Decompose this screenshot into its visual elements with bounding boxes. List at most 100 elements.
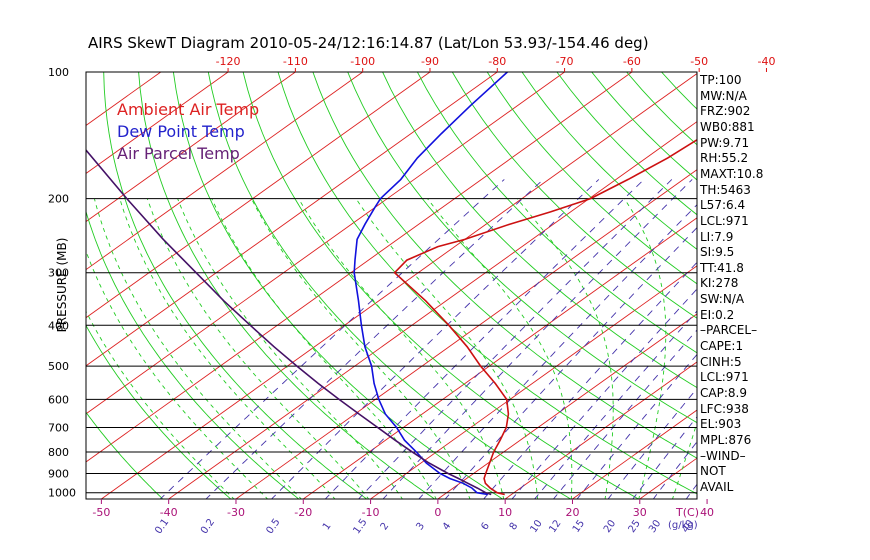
top-temp-tick-label: -80 [488, 55, 506, 68]
mixing-ratio-line [382, 179, 693, 499]
isotherm-line [571, 409, 697, 499]
mixing-ratio-line [324, 179, 645, 499]
pressure-tick-label: 400 [48, 319, 69, 332]
dewpoint-curve [353, 72, 508, 496]
top-temp-tick-label: -90 [421, 55, 439, 68]
isotherm-line [504, 361, 697, 499]
bottom-temp-tick-label: -10 [362, 506, 380, 519]
moist-adiabat-line [86, 250, 269, 499]
stability-index-item: LCL:971 [700, 213, 749, 228]
isotherm-line [86, 72, 633, 463]
isotherm-line [235, 169, 697, 499]
isotherm-line [773, 72, 870, 500]
dry-adiabat-line [86, 210, 300, 499]
stability-index-item: MW:N/A [700, 88, 747, 103]
mixing-ratio-label: 0.5 [264, 517, 282, 536]
mixing-ratio-label: 2 [379, 521, 392, 533]
pressure-tick-label: 1000 [48, 487, 76, 500]
isotherm-line [86, 72, 565, 415]
stability-index-item: EI:0.2 [700, 307, 735, 322]
mixing-ratio-label: 1.5 [351, 517, 369, 536]
stability-index-item: TT:41.8 [700, 260, 744, 275]
mixing-ratio-label: 0.1 [153, 517, 171, 536]
dry-adiabat-line [242, 72, 640, 499]
top-temp-tick-label: -120 [216, 55, 241, 68]
dry-adiabat-line [138, 72, 436, 499]
chart-title: AIRS SkewT Diagram 2010-05-24/12:16:14.8… [88, 34, 649, 52]
stability-index-item: MAXT:10.8 [700, 166, 764, 181]
mixing-ratio-line [358, 179, 673, 499]
ambient-temp-curve [393, 138, 697, 496]
isotherm-line [100, 73, 697, 499]
pressure-tick-label: 600 [48, 393, 69, 406]
stability-index-item: –WIND– [700, 448, 746, 463]
stability-index-item: CINH:5 [700, 354, 742, 369]
moist-adiabat-line [146, 198, 370, 499]
dry-adiabat-line [86, 411, 164, 499]
mixing-ratio-label: 25 [627, 518, 643, 535]
moist-adiabat-line [251, 198, 471, 499]
isotherm-line [302, 217, 697, 499]
bottom-temp-tick-label: 0 [434, 506, 441, 519]
pressure-tick-label: 800 [48, 446, 69, 459]
stability-index-item: EL:903 [700, 417, 742, 432]
pressure-tick-label: 200 [48, 193, 69, 206]
dry-adiabat-line [731, 72, 870, 500]
dry-adiabat-line [417, 72, 697, 354]
bottom-temp-unit-label: T(C) [675, 506, 699, 519]
stability-index-item: TP:100 [700, 73, 742, 87]
stability-index-item: CAPE:1 [700, 339, 744, 354]
mixing-ratio-label: 8 [508, 521, 521, 533]
top-temp-tick-label: -50 [690, 55, 708, 68]
dry-adiabat-line [347, 72, 697, 424]
pressure-tick-label: 900 [48, 467, 69, 480]
mixing-ratio-unit-label: (g/kg) [668, 520, 698, 531]
bottom-temp-tick-label: 20 [565, 506, 579, 519]
mixing-ratio-label: 12 [547, 518, 563, 535]
dry-adiabat-line [766, 72, 870, 500]
mixing-ratio-line [483, 261, 697, 499]
isotherm-line [369, 265, 697, 499]
stability-index-item: LI:7.9 [700, 229, 734, 244]
moist-adiabat-line [119, 198, 336, 499]
top-temp-tick-label: -70 [556, 55, 574, 68]
stability-index-item: TH:5463 [700, 182, 751, 197]
bottom-temp-tick-label: 40 [700, 506, 714, 519]
stability-index-item: SI:9.5 [700, 245, 735, 260]
mixing-ratio-label: 20 [602, 518, 618, 535]
dry-adiabat-line [451, 72, 697, 319]
stability-index-item: CAP:8.9 [700, 386, 747, 400]
isotherm-line [167, 121, 697, 499]
mixing-ratio-line [444, 226, 697, 499]
dry-adiabat-line [172, 72, 504, 499]
bottom-temp-tick-label: 30 [633, 506, 647, 519]
stability-index-item: FRZ:902 [700, 104, 751, 119]
pressure-tick-label: 300 [48, 267, 69, 280]
stability-index-item: RH:55.2 [700, 151, 749, 166]
pressure-tick-label: 500 [48, 360, 69, 373]
isotherm-line [437, 313, 697, 499]
stability-index-item: LCL:971 [700, 370, 749, 385]
bottom-temp-tick-label: 10 [498, 506, 512, 519]
mixing-ratio-label: 3 [415, 521, 428, 533]
isotherm-line [639, 457, 697, 499]
moist-adiabat-line [93, 198, 302, 499]
isotherm-line [86, 72, 296, 223]
stability-index-item: AVAIL [700, 479, 734, 494]
sounding-layer [86, 72, 697, 496]
top-temp-tick-label: -60 [623, 55, 641, 68]
pressure-tick-label: 700 [48, 422, 69, 435]
grid-layer [86, 72, 870, 500]
isotherm-line [86, 72, 229, 175]
stability-index-item: KI:278 [700, 276, 739, 291]
y-axis-label: PRESSURE (MB) [55, 237, 69, 333]
isotherm-line [86, 72, 431, 319]
stability-index-item: –PARCEL– [700, 323, 758, 338]
mixing-ratio-label: 1 [321, 521, 334, 533]
moist-adiabat-line [86, 310, 235, 499]
pressure-tick-label: 100 [48, 66, 69, 79]
bottom-temp-tick-label: -50 [92, 506, 110, 519]
parcel-temp-curve [86, 148, 492, 496]
